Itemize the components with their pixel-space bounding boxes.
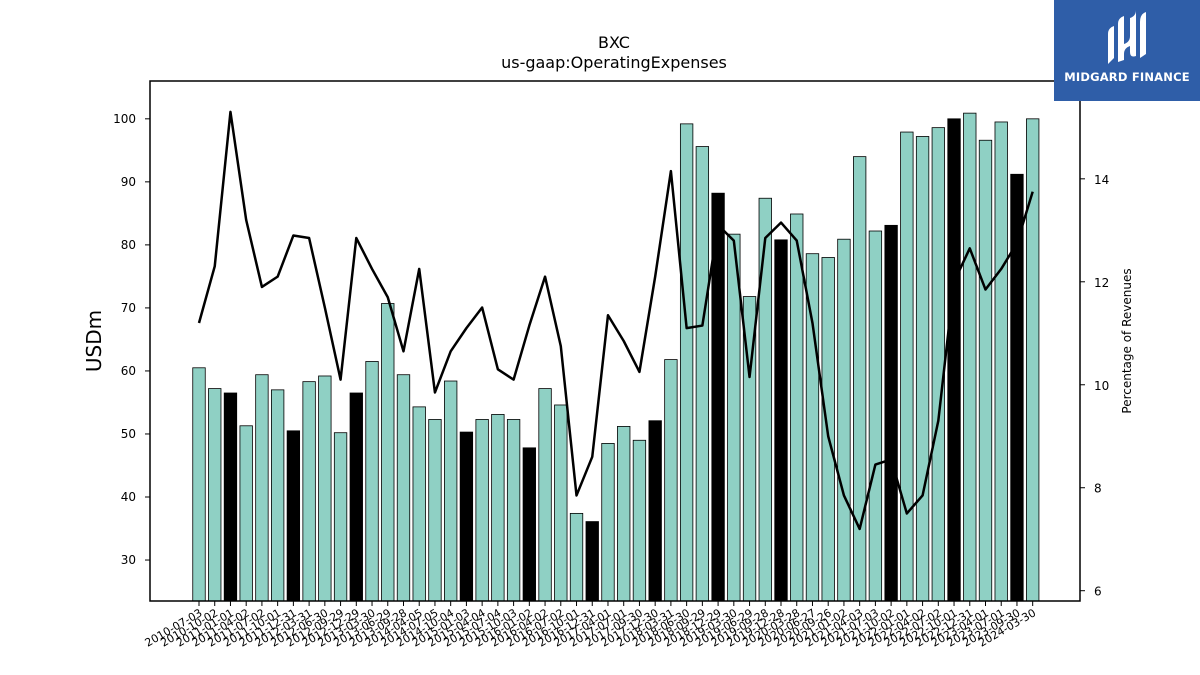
bar (365, 361, 379, 602)
bar (915, 136, 930, 602)
y2-tick-label: 10 (1094, 379, 1109, 393)
bar (947, 118, 961, 602)
bar (381, 303, 395, 602)
y-tick-label: 60 (121, 364, 136, 378)
bar (758, 197, 772, 602)
bar (538, 388, 552, 602)
bar (349, 392, 363, 602)
y-axis-label: USDm (82, 310, 106, 372)
y-tick-label: 40 (121, 490, 136, 504)
y2-tick-label: 14 (1094, 173, 1109, 187)
chart-subtitle: us-gaap:OperatingExpenses (501, 53, 727, 72)
bar (585, 521, 599, 602)
bar (569, 512, 584, 602)
bar (837, 238, 851, 602)
bar (963, 112, 977, 602)
bar (931, 127, 945, 602)
bar (412, 406, 426, 602)
bar (522, 447, 536, 602)
bars-group (192, 112, 1040, 602)
bar (444, 380, 458, 602)
bar (978, 139, 993, 602)
bar (208, 388, 222, 602)
bar (664, 359, 678, 602)
bar (774, 239, 788, 602)
chart-title: BXC (598, 33, 630, 52)
bar (255, 374, 269, 602)
bar (506, 419, 521, 602)
y-tick-label: 100 (113, 112, 136, 126)
bar (1010, 173, 1024, 602)
bar (900, 131, 914, 602)
brand-logo: MIDGARD FINANCE (1054, 0, 1200, 101)
bar (1026, 118, 1040, 602)
plot-frame (149, 80, 1081, 602)
bar (286, 430, 301, 602)
y2-tick-label: 6 (1094, 585, 1102, 599)
bar (302, 381, 316, 602)
bar (239, 425, 253, 602)
bar (396, 374, 411, 602)
y2-tick-label: 12 (1094, 276, 1109, 290)
y2-axis-label: Percentage of Revenues (1120, 268, 1134, 413)
midgard-logo-icon (1108, 10, 1146, 64)
pct-revenues-line (197, 110, 1034, 531)
logo-text: MIDGARD FINANCE (1064, 70, 1190, 84)
y-tick-label: 50 (121, 427, 136, 441)
bar (617, 426, 631, 602)
bar (223, 392, 238, 602)
bar (884, 224, 898, 602)
line-group (197, 110, 1034, 531)
bar (333, 432, 348, 602)
bar (491, 414, 505, 602)
y-tick-label: 80 (121, 238, 136, 252)
y2-tick-label: 8 (1094, 482, 1102, 496)
bar (318, 375, 332, 602)
y-tick-label: 70 (121, 301, 136, 315)
axes-group: 30405060708090100681012142010-07-032010-… (113, 112, 1109, 650)
bar (428, 419, 442, 602)
bar (868, 230, 883, 602)
bar (192, 367, 206, 602)
bar (632, 439, 647, 602)
bar (648, 420, 662, 602)
bar (994, 121, 1008, 602)
y-tick-label: 90 (121, 175, 136, 189)
bar (270, 389, 285, 602)
bar (853, 156, 867, 602)
bar (554, 404, 568, 602)
bar (601, 443, 615, 602)
bar (679, 123, 694, 602)
bar (475, 419, 489, 602)
bar (695, 146, 710, 602)
y-tick-label: 30 (121, 553, 136, 567)
bar (790, 213, 804, 602)
bar (459, 431, 474, 602)
